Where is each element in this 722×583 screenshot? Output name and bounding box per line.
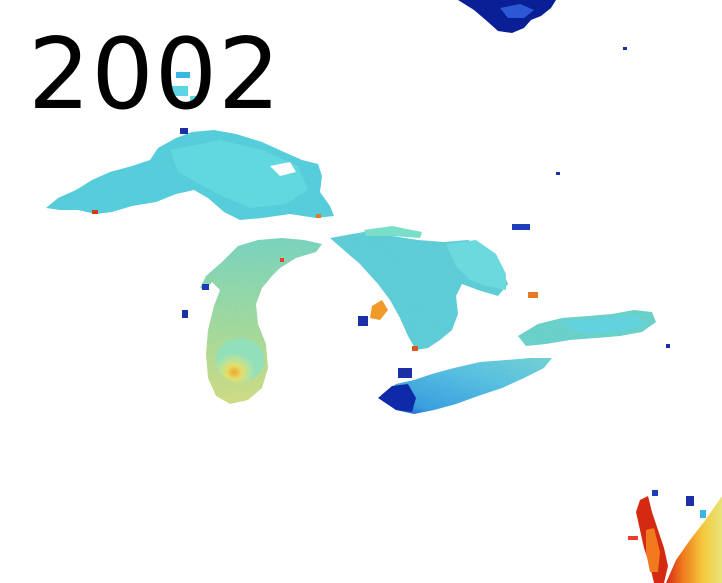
speck bbox=[182, 310, 188, 318]
speck bbox=[398, 368, 412, 378]
northern-water-highlight bbox=[500, 4, 534, 18]
atlantic-coast-water bbox=[666, 496, 722, 583]
superior-inner-tone bbox=[170, 140, 308, 208]
lake-michigan bbox=[200, 238, 322, 404]
speck bbox=[528, 292, 538, 298]
georgian-bay bbox=[446, 240, 506, 290]
year-label: 2002 bbox=[28, 18, 282, 132]
superior-edge-warm bbox=[316, 214, 321, 218]
saginaw-cold bbox=[358, 316, 368, 326]
lake-erie bbox=[380, 358, 552, 414]
chesapeake-mid bbox=[646, 528, 660, 572]
superior-edge-cold bbox=[180, 128, 188, 134]
saginaw-warm bbox=[370, 300, 388, 320]
erie-west-basin bbox=[378, 384, 416, 412]
coast-speck-warm bbox=[628, 536, 638, 540]
speck bbox=[556, 172, 560, 175]
speck bbox=[168, 86, 188, 96]
coast-speck-mid bbox=[700, 510, 706, 518]
speck bbox=[623, 47, 627, 50]
speck bbox=[512, 224, 530, 230]
coast-speck-cold bbox=[686, 496, 694, 506]
ontario-inner-tone bbox=[560, 316, 646, 334]
michigan-edge-warm bbox=[280, 258, 284, 262]
superior-edge-warm bbox=[92, 210, 98, 214]
michigan-warm-core bbox=[216, 338, 264, 382]
huron-north-channel bbox=[364, 226, 422, 238]
speck bbox=[176, 72, 190, 78]
superior-blank-island bbox=[270, 162, 296, 176]
huron-edge-warm bbox=[412, 346, 418, 351]
speck bbox=[666, 344, 670, 348]
coast-speck-cold bbox=[652, 490, 658, 496]
michigan-edge-cold bbox=[202, 284, 209, 290]
speck bbox=[190, 96, 198, 102]
